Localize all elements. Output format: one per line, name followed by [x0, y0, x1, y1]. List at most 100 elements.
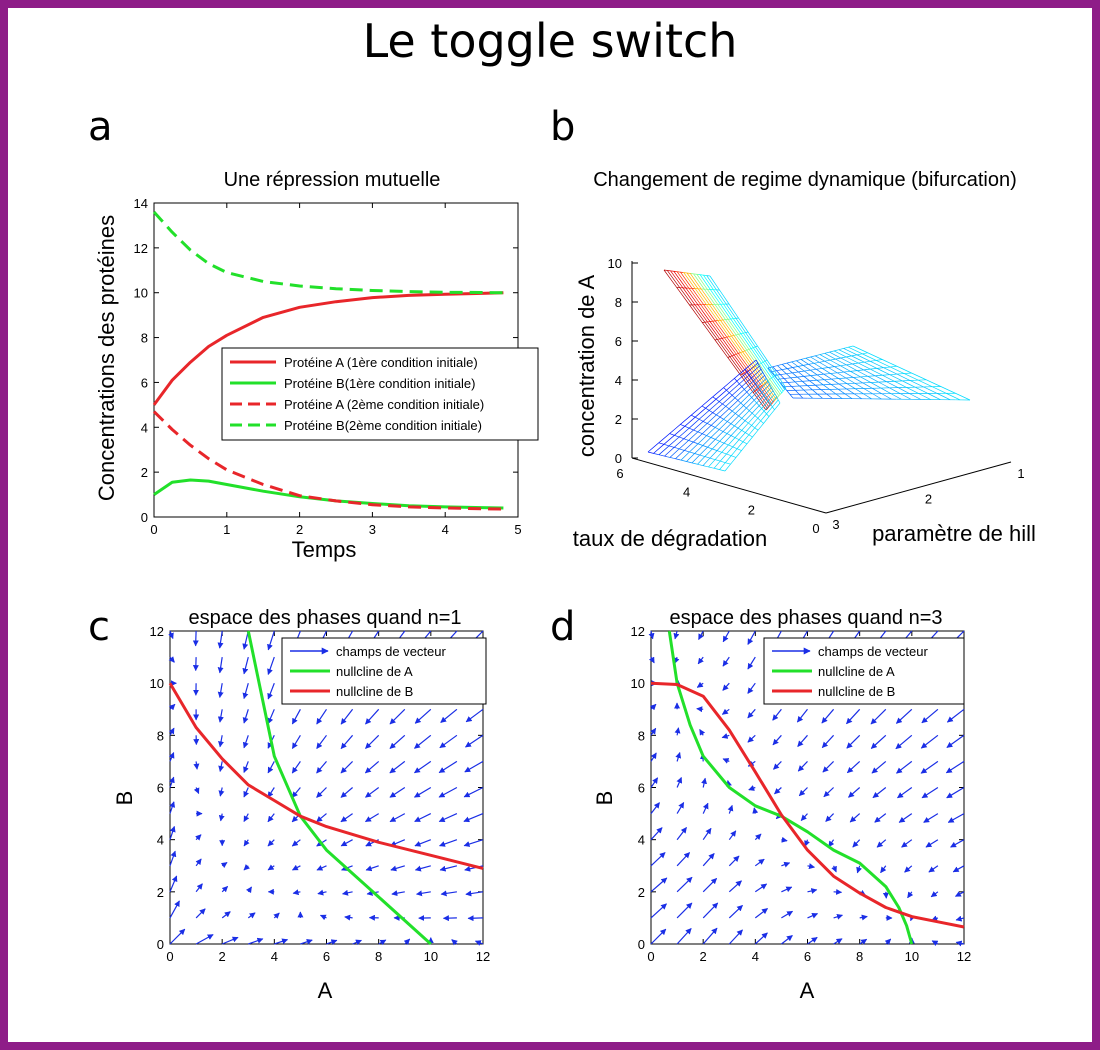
- vector-arrow: [676, 876, 693, 893]
- x-tick-label: 0: [812, 521, 819, 536]
- y-tick-label: 8: [157, 728, 164, 743]
- vector-arrow: [291, 839, 301, 847]
- mesh-line: [705, 465, 713, 469]
- vector-arrow: [413, 786, 432, 798]
- nullcline-A: [667, 630, 914, 945]
- vector-arrow: [676, 928, 692, 945]
- vector-arrow: [218, 735, 224, 748]
- mesh-line: [777, 399, 781, 404]
- mesh-line: [889, 373, 901, 376]
- vector-arrow: [267, 864, 275, 871]
- vector-arrow: [389, 813, 406, 823]
- vector-arrow: [438, 760, 458, 774]
- vector-arrow: [364, 813, 380, 823]
- vector-arrow: [807, 888, 818, 894]
- vector-arrow: [859, 914, 868, 921]
- mesh-line: [838, 347, 846, 351]
- vector-arrow: [833, 913, 843, 920]
- mesh-line: [714, 413, 719, 417]
- y-tick-label: 3: [832, 517, 839, 532]
- mesh-line: [735, 413, 740, 417]
- mesh-line: [723, 387, 728, 391]
- vector-arrow: [702, 877, 718, 893]
- chart-a: Une répression mutuelle Temps Concentrat…: [94, 169, 539, 562]
- mesh-line: [739, 351, 743, 354]
- x-tick-label: 4: [683, 484, 690, 499]
- vector-arrow: [464, 760, 484, 773]
- vector-arrow: [852, 839, 861, 848]
- mesh-line: [695, 417, 701, 421]
- vector-arrow: [754, 908, 768, 919]
- mesh-line: [769, 402, 773, 407]
- mesh-line: [819, 360, 828, 363]
- mesh-line: [755, 364, 759, 367]
- mesh-line: [774, 398, 777, 402]
- mesh-line: [691, 414, 697, 418]
- x-tick-label: 4: [752, 949, 759, 964]
- vector-arrow: [676, 776, 683, 788]
- vector-arrow: [728, 855, 740, 867]
- vector-arrow: [365, 734, 380, 749]
- vector-arrow: [650, 802, 660, 814]
- vector-arrow: [439, 734, 458, 749]
- vector-arrow: [169, 900, 180, 919]
- mesh-line: [690, 428, 696, 432]
- mesh-line: [718, 469, 726, 472]
- vector-arrow: [702, 827, 712, 841]
- vector-arrow: [752, 807, 759, 814]
- vector-arrow: [650, 727, 657, 736]
- mesh-line: [845, 345, 854, 349]
- mesh-line: [742, 441, 748, 445]
- vector-arrow: [898, 813, 913, 823]
- mesh-line: [742, 350, 746, 353]
- vector-arrow: [781, 886, 793, 893]
- mesh-line: [694, 453, 701, 456]
- mesh-line: [780, 391, 783, 394]
- vector-arrow: [192, 630, 199, 647]
- mesh-line: [824, 378, 836, 381]
- vector-arrow: [650, 752, 657, 762]
- nullcline-A: [246, 630, 432, 946]
- mesh-line: [702, 445, 709, 448]
- surface-single-branch: [767, 345, 971, 401]
- mesh-line: [658, 442, 665, 445]
- mesh-line: [775, 395, 779, 400]
- x-tick-label: 0: [150, 522, 157, 537]
- y-tick-label: 2: [157, 885, 164, 900]
- legend-entry: Protéine B(2ème condition initiale): [284, 418, 482, 433]
- mesh-line: [746, 408, 751, 412]
- y-axis-line: [825, 461, 1012, 514]
- mesh-line: [737, 352, 741, 355]
- vector-arrow: [923, 813, 939, 823]
- mesh-line: [749, 375, 753, 380]
- mesh-line: [900, 372, 912, 375]
- mesh-line: [761, 370, 765, 375]
- vector-arrow: [807, 863, 815, 870]
- vector-arrow: [870, 708, 887, 725]
- x-axis-line: [631, 457, 827, 514]
- vector-arrow: [821, 708, 835, 724]
- mesh-line: [767, 381, 771, 386]
- mesh-line: [710, 410, 715, 415]
- mesh-line: [723, 336, 727, 339]
- mesh-line: [771, 388, 775, 393]
- chart-c-title: espace des phases quand n=1: [189, 607, 462, 629]
- mesh-line: [725, 336, 729, 338]
- vector-arrow: [650, 777, 659, 788]
- vector-arrow: [389, 786, 406, 798]
- vector-arrow: [920, 760, 939, 774]
- vector-arrow: [955, 915, 965, 922]
- vector-arrow: [928, 865, 939, 873]
- mesh-line: [819, 367, 829, 370]
- chart-d-ylabel: B: [592, 791, 617, 806]
- vector-arrow: [168, 727, 175, 736]
- vector-arrow: [901, 839, 913, 848]
- vector-arrow: [952, 865, 965, 873]
- mesh-line: [831, 383, 844, 385]
- vector-arrow: [747, 656, 756, 670]
- mesh-line: [813, 379, 825, 381]
- mesh-line: [675, 271, 680, 273]
- mesh-line: [744, 349, 748, 352]
- mesh-line: [767, 406, 770, 409]
- vector-arrow: [243, 787, 249, 798]
